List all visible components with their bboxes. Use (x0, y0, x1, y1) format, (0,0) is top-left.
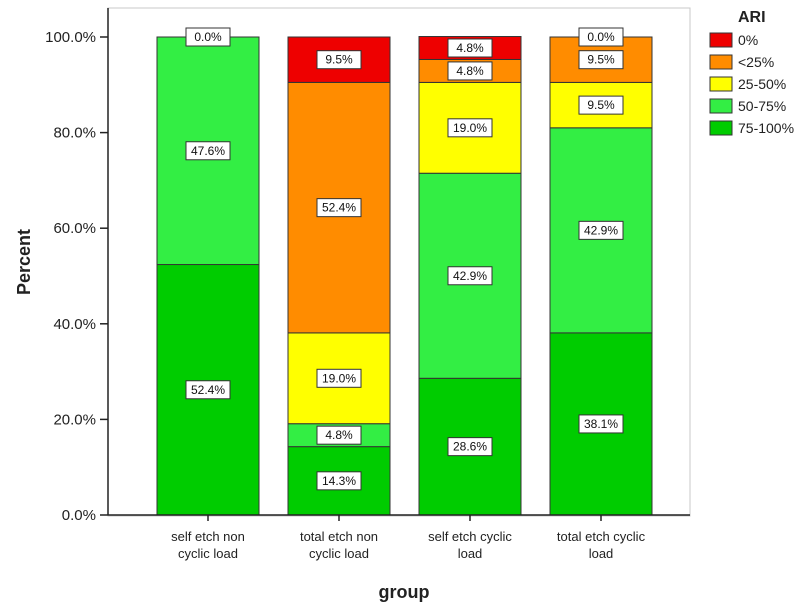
data-label: 47.6% (191, 144, 225, 158)
y-axis: 0.0% 20.0% 40.0% 60.0% 80.0% 100.0% (45, 8, 109, 524)
x-category-label: total etch cyclic (557, 529, 646, 544)
data-label-box (447, 38, 493, 58)
data-label-box (185, 380, 231, 400)
legend-swatch (709, 76, 733, 92)
x-category-label: self etch non (171, 529, 245, 544)
data-label-box (185, 27, 231, 47)
legend-label: 50-75% (738, 98, 786, 114)
data-label: 38.1% (584, 417, 618, 431)
y-tick-label: 40.0% (53, 316, 96, 333)
data-label: 52.4% (322, 201, 356, 215)
data-label: 19.0% (322, 371, 356, 385)
x-category-label: cyclic load (309, 546, 369, 561)
data-label: 14.3% (322, 474, 356, 488)
data-label: 4.8% (456, 41, 484, 55)
data-label-box (316, 471, 362, 491)
x-category-label: self etch cyclic (428, 529, 512, 544)
data-label: 4.8% (456, 64, 484, 78)
legend: ARI 0% <25% 25-50% 50-75% 75-100% (709, 9, 794, 136)
y-tick-label: 20.0% (53, 411, 96, 428)
data-label: 9.5% (587, 98, 615, 112)
y-axis-title: Percent (14, 229, 34, 295)
data-label-box (447, 437, 493, 457)
legend-label: 0% (738, 32, 758, 48)
legend-title: ARI (738, 9, 766, 26)
legend-swatch (709, 32, 733, 48)
data-label: 9.5% (587, 53, 615, 67)
data-label-box (316, 368, 362, 388)
x-category-label: total etch non (300, 529, 378, 544)
bars-group: 52.4% 47.6% 0.0% 14.3% 4.8% 19.0% 52.4% 9.5% 28.… (156, 27, 653, 516)
x-axis: self etch non cyclic load total etch non cy… (108, 514, 690, 561)
legend-swatch (709, 120, 733, 136)
y-tick-label: 100.0% (45, 29, 96, 46)
data-label: 52.4% (191, 383, 225, 397)
data-label-box (447, 118, 493, 138)
data-label: 0.0% (587, 30, 615, 44)
data-label-box (447, 266, 493, 286)
x-axis-title: group (379, 582, 430, 602)
data-label-box (447, 61, 493, 81)
data-label-box (578, 414, 624, 434)
data-label: 42.9% (453, 269, 487, 283)
y-tick-label: 60.0% (53, 220, 96, 237)
y-tick-label: 80.0% (53, 125, 96, 142)
data-label-box (578, 220, 624, 240)
legend-swatch (709, 98, 733, 114)
data-label: 0.0% (194, 30, 222, 44)
y-tick-label: 0.0% (62, 507, 96, 524)
x-category-label: cyclic load (178, 546, 238, 561)
x-category-label: load (458, 546, 483, 561)
data-label-box (316, 425, 362, 445)
data-label-box (185, 141, 231, 161)
data-label-box (316, 50, 362, 70)
data-label: 19.0% (453, 121, 487, 135)
data-label-box (578, 50, 624, 70)
data-label: 4.8% (325, 428, 353, 442)
data-label-box (578, 27, 624, 47)
data-label: 28.6% (453, 440, 487, 454)
legend-label: <25% (738, 54, 774, 70)
legend-label: 25-50% (738, 76, 786, 92)
legend-label: 75-100% (738, 120, 794, 136)
data-label-box (578, 95, 624, 115)
data-label-box (316, 198, 362, 218)
legend-swatch (709, 54, 733, 70)
data-label: 9.5% (325, 53, 353, 67)
x-category-label: load (589, 546, 614, 561)
data-label: 42.9% (584, 223, 618, 237)
